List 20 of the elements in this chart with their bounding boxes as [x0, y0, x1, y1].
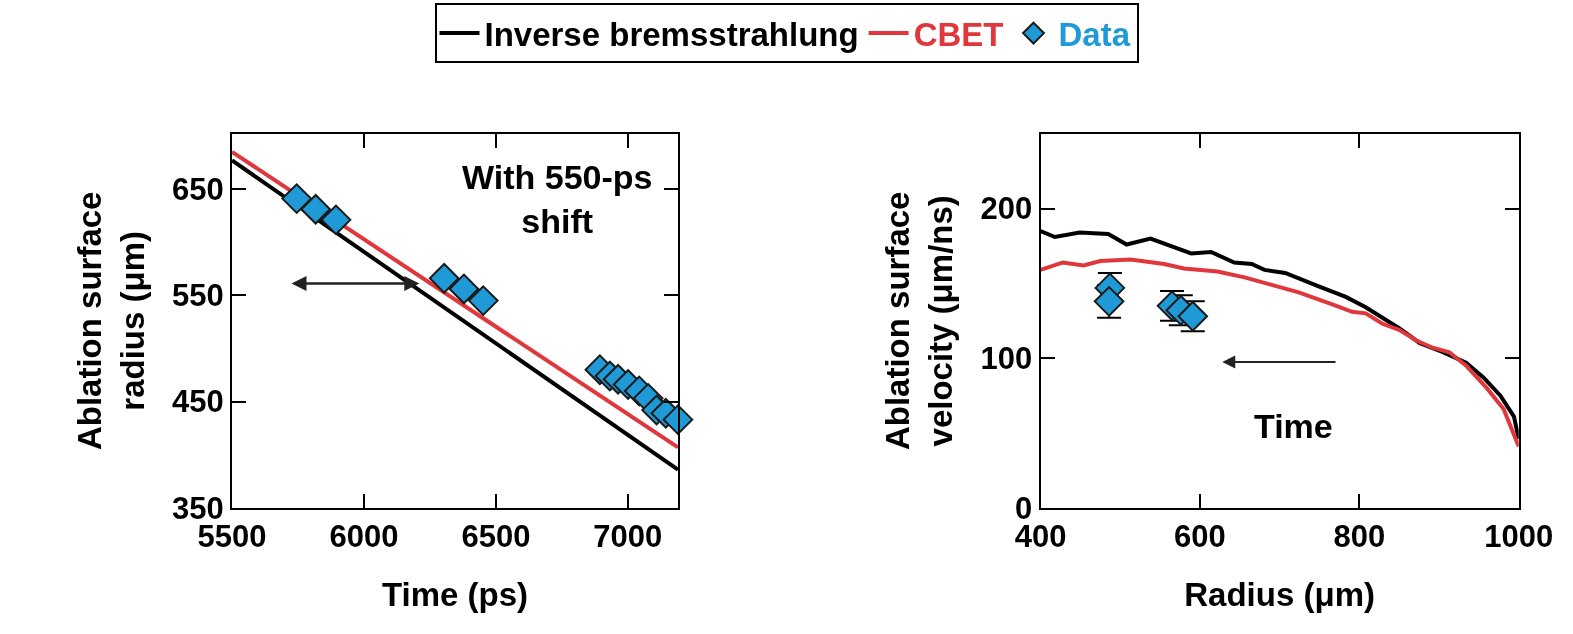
- annotation: Time: [1254, 407, 1333, 445]
- y-tick-label: 550: [172, 278, 224, 314]
- y-axis-title: Ablation surface radius (μm): [70, 191, 151, 451]
- annotation: With 550-ps shift: [462, 158, 653, 241]
- x-tick-label: 7000: [593, 519, 663, 555]
- legend-label: Data: [1058, 15, 1131, 53]
- x-axis-title: Radius (μm): [1184, 576, 1375, 614]
- legend-label: CBET: [913, 15, 1004, 53]
- x-tick-label: 800: [1333, 519, 1386, 555]
- y-tick-label: 100: [980, 341, 1033, 377]
- y-tick-label: 200: [980, 191, 1033, 227]
- y-axis-title: Ablation surface velocity (μm/ns): [879, 191, 960, 451]
- y-tick-label: 650: [172, 171, 224, 207]
- y-tick-label: 450: [172, 384, 224, 420]
- x-tick-label: 6500: [461, 519, 531, 555]
- legend-label: Inverse bremsstrahlung: [484, 15, 859, 53]
- x-axis-title: Time (ps): [381, 576, 529, 614]
- x-tick-label: 600: [1174, 519, 1226, 555]
- x-tick-label: 1000: [1484, 519, 1554, 555]
- x-tick-label: 6000: [329, 519, 399, 555]
